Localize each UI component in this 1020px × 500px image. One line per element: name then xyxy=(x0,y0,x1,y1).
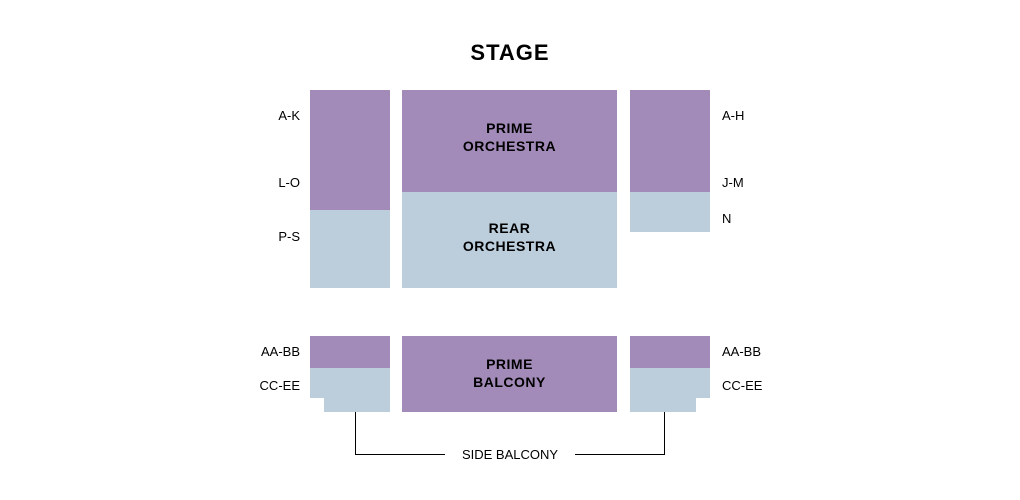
row-label-aa-bb-left: AA-BB xyxy=(0,344,300,359)
row-label-a-h: A-H xyxy=(722,108,744,123)
stage-title: STAGE xyxy=(0,40,1020,66)
row-label-a-k: A-K xyxy=(0,108,300,123)
row-label-j-m: J-M xyxy=(722,175,744,190)
row-label-cc-ee-left: CC-EE xyxy=(0,378,300,393)
row-label-p-s: P-S xyxy=(0,229,300,244)
row-label-n: N xyxy=(722,211,731,226)
balcony-center: PRIME BALCONY xyxy=(402,336,617,412)
orchestra-center-prime: PRIME ORCHESTRA xyxy=(402,90,617,192)
orchestra-left-prime xyxy=(310,90,390,210)
balcony-right-notch xyxy=(696,398,710,412)
orchestra-right-rear xyxy=(630,192,710,232)
prime-balcony-label: PRIME BALCONY xyxy=(402,356,617,391)
balcony-left-notch xyxy=(310,398,324,412)
balcony-right-upper xyxy=(630,336,710,368)
prime-orchestra-label: PRIME ORCHESTRA xyxy=(402,120,617,155)
side-balcony-label: SIDE BALCONY xyxy=(0,447,1020,462)
row-label-aa-bb-right: AA-BB xyxy=(722,344,761,359)
row-label-cc-ee-right: CC-EE xyxy=(722,378,762,393)
orchestra-center-rear: REAR ORCHESTRA xyxy=(402,192,617,288)
orchestra-left-rear xyxy=(310,210,390,288)
row-label-l-o: L-O xyxy=(0,175,300,190)
orchestra-right-prime xyxy=(630,90,710,192)
rear-orchestra-label: REAR ORCHESTRA xyxy=(402,220,617,255)
balcony-left-upper xyxy=(310,336,390,368)
